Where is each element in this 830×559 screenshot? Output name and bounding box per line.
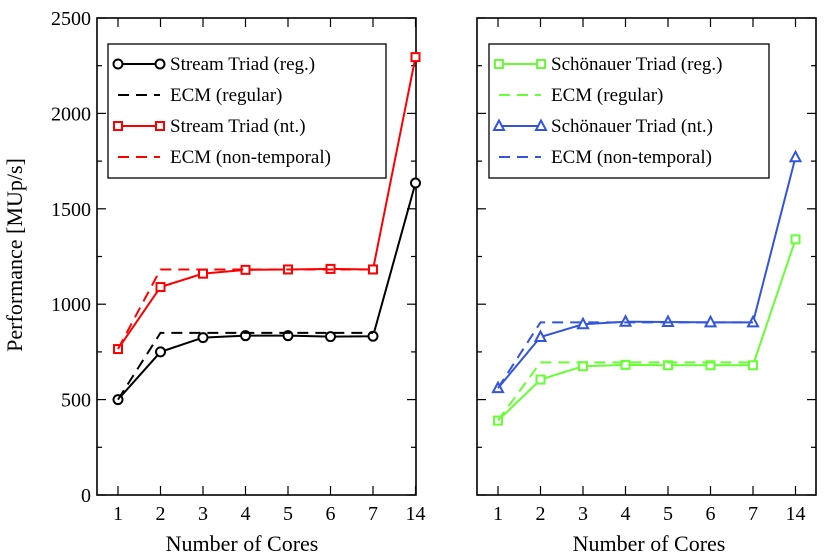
panel1-series0-point-1	[535, 374, 546, 385]
panel1-x-tick-label-0: 1	[493, 503, 503, 525]
panel0-series2-point-legend-b	[155, 121, 165, 131]
left-chart-panel: 0 500 1000 1500 2000 2500 1 2 3 4 5 6 7 14 Stream Tria…	[51, 8, 426, 525]
x-axis-label-left: Number of Cores	[166, 531, 319, 556]
panel0-series2-point-7	[410, 52, 421, 63]
panel1-legend-label-1: ECM (regular)	[551, 85, 663, 106]
panel1-series2-point-4	[661, 314, 675, 327]
panel0-series2-point-1	[155, 282, 166, 293]
panel0-series0-point-7	[410, 177, 421, 189]
x-axis-label-right: Number of Cores	[573, 531, 726, 556]
panel1-series0-point-4	[663, 360, 673, 371]
panel1-series2-point-1	[533, 329, 548, 343]
panel1-series-line-0	[497, 239, 797, 422]
panel0-x-tick-label-2: 3	[198, 503, 208, 525]
y-tick-label-1: 500	[61, 390, 91, 412]
y-tick-label-3: 1500	[51, 199, 91, 221]
panel0-series0-point-1	[155, 346, 166, 358]
panel1-series0-point-3	[620, 359, 631, 370]
panel0-series2-point-2	[198, 268, 208, 279]
panel1-series0-point-2	[578, 361, 588, 372]
panel1-series-line-1	[497, 361, 753, 422]
panel0-x-tick-label-6: 7	[368, 503, 378, 525]
panel1-x-tick-label-5: 6	[706, 503, 716, 525]
panel1-x-tick-label-1: 2	[536, 503, 546, 525]
panel1-legend-label-3: ECM (non-temporal)	[551, 147, 712, 168]
panel1-x-tick-label-2: 3	[578, 503, 588, 525]
panel1-series2-point-legend-a	[492, 118, 506, 131]
panel0-x-tick-label-5: 6	[326, 503, 336, 525]
panel0-series2-point-legend-a	[113, 121, 123, 131]
panel0-x-tick-label-1: 2	[156, 503, 166, 525]
panel1-series0-point-7	[790, 234, 801, 245]
panel0-legend-label-0: Stream Triad (reg.)	[170, 54, 315, 75]
panel0-x-tick-label-0: 1	[113, 503, 123, 525]
panel1-series2-point-legend-b	[534, 118, 548, 131]
panel0-series0-point-legend-a	[112, 58, 124, 70]
panel0-legend-label-2: Stream Triad (nt.)	[170, 116, 306, 137]
panel1-series2-point-2	[576, 316, 590, 330]
panel1-x-tick-label-4: 5	[663, 503, 673, 525]
panel0-legend: Stream Triad (reg.) ECM (regular) Stream T…	[107, 43, 387, 179]
panel0-legend-label-1: ECM (regular)	[170, 85, 282, 106]
right-chart-panel: 1 2 3 4 5 6 7 14 Schönauer Triad (reg.) ECM (regu…	[476, 17, 817, 525]
panel1-legend-box	[488, 43, 770, 179]
panel0-x-tick-label-3: 4	[241, 503, 251, 525]
panel0-series0-point-5	[325, 331, 336, 343]
panel1-series2-point-5	[703, 314, 718, 328]
panel0-x-tick-label-4: 5	[283, 503, 293, 525]
y-tick-label-2: 1000	[51, 294, 91, 316]
panel1-series0-point-6	[748, 360, 758, 371]
panel0-series2-point-6	[368, 264, 378, 275]
panel1-series0-point-5	[705, 360, 716, 371]
y-tick-label-0: 0	[81, 485, 91, 507]
y-tick-label-4: 2000	[51, 103, 91, 125]
panel0-series0-point-6	[367, 330, 379, 342]
panel1-x-tick-label-7: 14	[786, 503, 806, 525]
panel1-series0-point-legend-b	[536, 59, 546, 69]
panel0-series0-point-legend-b	[154, 58, 166, 70]
panel0-legend-label-3: ECM (non-temporal)	[170, 147, 331, 168]
panel0-series-line-1	[117, 331, 373, 401]
panel0-series-line-3	[117, 268, 373, 350]
panel1-series0-point-legend-a	[494, 59, 504, 69]
panel1-series-line-3	[497, 321, 753, 389]
y-axis-label: Performance [MUp/s]	[2, 158, 27, 352]
panel1-series-line-2	[497, 157, 797, 389]
panel0-series-line-0	[117, 182, 417, 401]
panel0-series0-point-2	[197, 332, 209, 344]
panel1-x-tick-label-3: 4	[621, 503, 631, 525]
panel0-legend-box	[107, 43, 387, 179]
panel1-series2-point-7	[788, 149, 803, 163]
panel1-legend: Schönauer Triad (reg.) ECM (regular) Schön…	[488, 43, 770, 179]
panel1-legend-label-2: Schönauer Triad (nt.)	[551, 116, 713, 137]
panel1-legend-label-0: Schönauer Triad (reg.)	[551, 54, 723, 75]
y-tick-label-5: 2500	[51, 8, 91, 30]
panel1-series2-point-3	[618, 314, 633, 327]
panel1-x-tick-label-6: 7	[748, 503, 758, 525]
panel0-x-tick-label-7: 14	[406, 503, 426, 525]
